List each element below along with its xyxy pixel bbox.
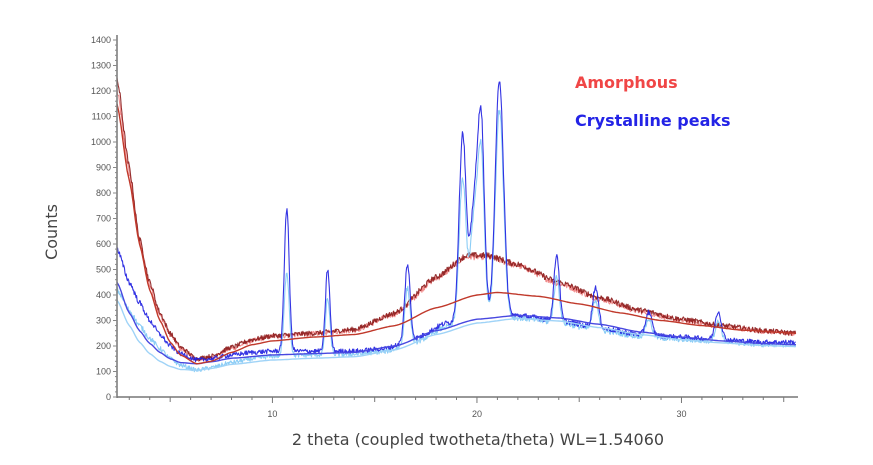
y-tick-label: 300 <box>96 316 111 326</box>
axes: 0 100 200 300 400 500 600 700 800 900 1000 1100 1200… <box>91 35 798 419</box>
y-tick-label: 1100 <box>92 112 111 122</box>
series-crystalline-fit <box>116 281 796 365</box>
y-tick-label: 800 <box>96 188 111 198</box>
y-tick-label: 1400 <box>91 35 111 45</box>
series-crystalline-fit-2 <box>116 299 796 371</box>
y-tick-label: 100 <box>96 367 111 377</box>
y-tick-label: 400 <box>96 290 111 300</box>
y-tick-label: 500 <box>96 265 111 275</box>
x-tick-label: 30 <box>676 409 686 419</box>
series-layer <box>116 77 797 373</box>
y-tick-label: 1300 <box>91 61 111 71</box>
x-tick-label: 20 <box>472 409 482 419</box>
x-axis-title: 2 theta (coupled twotheta/theta) WL=1.54… <box>292 430 664 449</box>
y-tick-label: 0 <box>106 392 111 402</box>
y-tick-label: 1200 <box>91 86 111 96</box>
series-amorphous-scan <box>116 77 797 362</box>
y-tick-label: 900 <box>96 163 111 173</box>
y-tick-label: 1000 <box>91 137 111 147</box>
series-amorphous-fit <box>116 103 797 365</box>
y-tick-label: 700 <box>96 214 111 224</box>
y-axis-title: Counts <box>42 204 61 260</box>
y-tick-label: 200 <box>96 341 111 351</box>
legend-crystalline: Crystalline peaks <box>575 111 731 130</box>
x-tick-label: 10 <box>267 409 277 419</box>
series-crystalline-scan-2 <box>116 109 797 373</box>
legend-amorphous: Amorphous <box>575 73 678 92</box>
y-tick-label: 600 <box>96 239 111 249</box>
